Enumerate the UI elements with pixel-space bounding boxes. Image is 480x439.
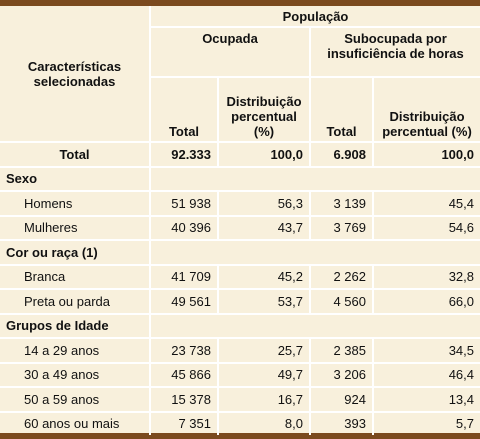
section-row: Cor ou raça (1) xyxy=(0,239,480,266)
cell: 49 561 xyxy=(149,288,219,315)
ocupada-header: Ocupada xyxy=(150,26,311,78)
cell: 45,2 xyxy=(217,263,311,290)
row-label: 60 anos ou mais xyxy=(0,410,151,435)
cell: 100,0 xyxy=(217,141,311,168)
column-header: Total xyxy=(150,76,219,143)
table-row: Preta ou parda 49 561 53,7 4 560 66,0 xyxy=(0,288,480,315)
row-label: 30 a 49 anos xyxy=(0,361,151,388)
cell: 393 xyxy=(309,410,374,435)
column-header: Distribuição percentual (%) xyxy=(217,76,311,143)
row-label: 14 a 29 anos xyxy=(0,337,151,364)
cell: 5,7 xyxy=(372,410,480,435)
cell: 23 738 xyxy=(149,337,219,364)
column-header: Total xyxy=(309,76,374,143)
cell: 13,4 xyxy=(372,386,480,413)
table-row: Homens 51 938 56,3 3 139 45,4 xyxy=(0,190,480,217)
section-fill xyxy=(149,239,480,266)
cell: 56,3 xyxy=(217,190,311,217)
cell: 100,0 xyxy=(372,141,480,168)
row-label: Preta ou parda xyxy=(0,288,151,315)
row-label: Total xyxy=(0,141,151,168)
table-row: 60 anos ou mais 7 351 8,0 393 5,7 xyxy=(0,410,480,435)
cell: 45,4 xyxy=(372,190,480,217)
table-row: Total 92.333 100,0 6.908 100,0 xyxy=(0,141,480,168)
section-title: Sexo xyxy=(0,165,151,192)
table-row: Mulheres 40 396 43,7 3 769 54,6 xyxy=(0,214,480,241)
cell: 46,4 xyxy=(372,361,480,388)
cell: 66,0 xyxy=(372,288,480,315)
cell: 15 378 xyxy=(149,386,219,413)
table-body: Total 92.333 100,0 6.908 100,0 Sexo Homens 51 9… xyxy=(0,141,480,435)
table-row: 14 a 29 anos 23 738 25,7 2 385 34,5 xyxy=(0,337,480,364)
cell: 16,7 xyxy=(217,386,311,413)
cell: 49,7 xyxy=(217,361,311,388)
row-label: Homens xyxy=(0,190,151,217)
data-table: Características selecionadas População O… xyxy=(0,6,480,435)
column-header: Distribuição percentual (%) xyxy=(372,76,480,143)
section-row: Grupos de Idade xyxy=(0,312,480,339)
cell: 7 351 xyxy=(149,410,219,435)
cell: 92.333 xyxy=(149,141,219,168)
cell: 51 938 xyxy=(149,190,219,217)
cell: 2 262 xyxy=(309,263,374,290)
row-label: Mulheres xyxy=(0,214,151,241)
cell: 2 385 xyxy=(309,337,374,364)
cell: 43,7 xyxy=(217,214,311,241)
cell: 45 866 xyxy=(149,361,219,388)
cell: 924 xyxy=(309,386,374,413)
cell: 25,7 xyxy=(217,337,311,364)
section-title: Cor ou raça (1) xyxy=(0,239,151,266)
cell: 32,8 xyxy=(372,263,480,290)
table-row: 50 a 59 anos 15 378 16,7 924 13,4 xyxy=(0,386,480,413)
section-title: Grupos de Idade xyxy=(0,312,151,339)
cell: 41 709 xyxy=(149,263,219,290)
cell: 3 139 xyxy=(309,190,374,217)
cell: 34,5 xyxy=(372,337,480,364)
cell: 3 769 xyxy=(309,214,374,241)
section-fill xyxy=(149,165,480,192)
section-row: Sexo xyxy=(0,165,480,192)
cell: 4 560 xyxy=(309,288,374,315)
cell: 53,7 xyxy=(217,288,311,315)
cell: 3 206 xyxy=(309,361,374,388)
section-fill xyxy=(149,312,480,339)
row-label: 50 a 59 anos xyxy=(0,386,151,413)
row-label: Branca xyxy=(0,263,151,290)
table-row: 30 a 49 anos 45 866 49,7 3 206 46,4 xyxy=(0,361,480,388)
cell: 6.908 xyxy=(309,141,374,168)
cell: 8,0 xyxy=(217,410,311,435)
cell: 40 396 xyxy=(149,214,219,241)
subocupada-header: Subocupada por insuficiência de horas xyxy=(309,26,480,78)
cell: 54,6 xyxy=(372,214,480,241)
group-header: População xyxy=(149,6,480,28)
characteristic-header: Características selecionadas xyxy=(0,6,151,143)
table-row: Branca 41 709 45,2 2 262 32,8 xyxy=(0,263,480,290)
